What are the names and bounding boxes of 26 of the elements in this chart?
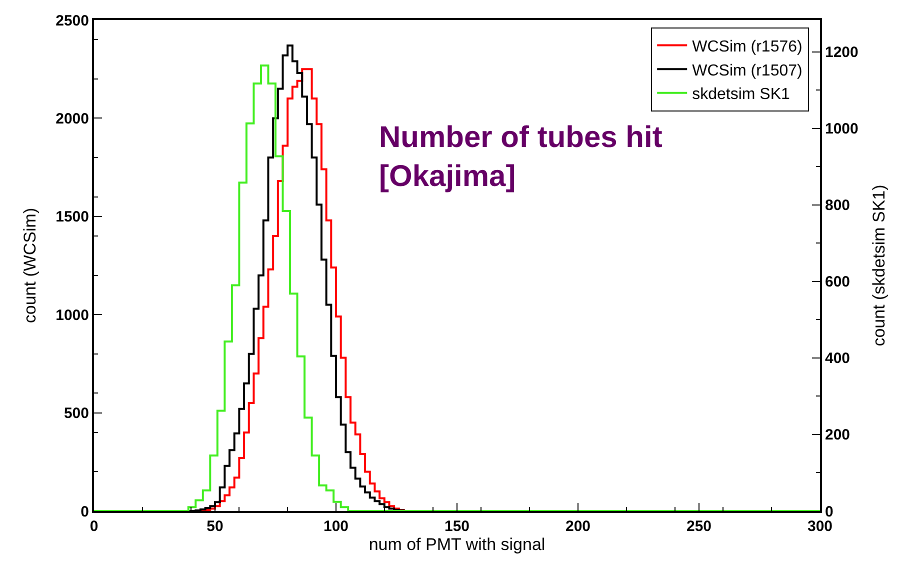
y2-tick-label: 600 <box>825 274 850 291</box>
y-tick-label: 0 <box>80 503 89 520</box>
y-tick-label: 1000 <box>56 306 89 324</box>
y-tick-label: 2000 <box>56 110 89 128</box>
y2-tick-label: 1200 <box>825 44 858 62</box>
y-tick-label: 500 <box>64 405 89 422</box>
x-tick-label: 100 <box>323 518 349 535</box>
y-axis-title: count (WCSim) <box>20 208 40 324</box>
legend-label: skdetsim SK1 <box>692 86 790 104</box>
y2-axis-title: count (skdetsim SK1) <box>869 184 888 346</box>
x-tick-label: 50 <box>206 518 224 535</box>
y2-tick-label: 1000 <box>825 120 858 138</box>
x-tick-label: 200 <box>565 518 591 535</box>
y2-tick-label: 200 <box>825 426 850 444</box>
legend-label: WCSim (r1576) <box>692 38 802 56</box>
y-tick-label: 2500 <box>56 12 89 30</box>
y2-tick-label: 0 <box>825 503 834 520</box>
legend-label: WCSim (r1507) <box>692 62 802 80</box>
y2-tick-label: 800 <box>825 197 850 214</box>
y2-tick-label: 400 <box>825 350 850 368</box>
x-tick-label: 300 <box>807 518 833 535</box>
annotation: Number of tubes hit [Okajima] <box>379 121 662 193</box>
x-axis-title: num of PMT with signal <box>368 535 546 554</box>
x-tick-label: 250 <box>686 518 712 535</box>
x-tick-label: 150 <box>444 518 470 535</box>
y-tick-label: 1500 <box>56 208 89 226</box>
